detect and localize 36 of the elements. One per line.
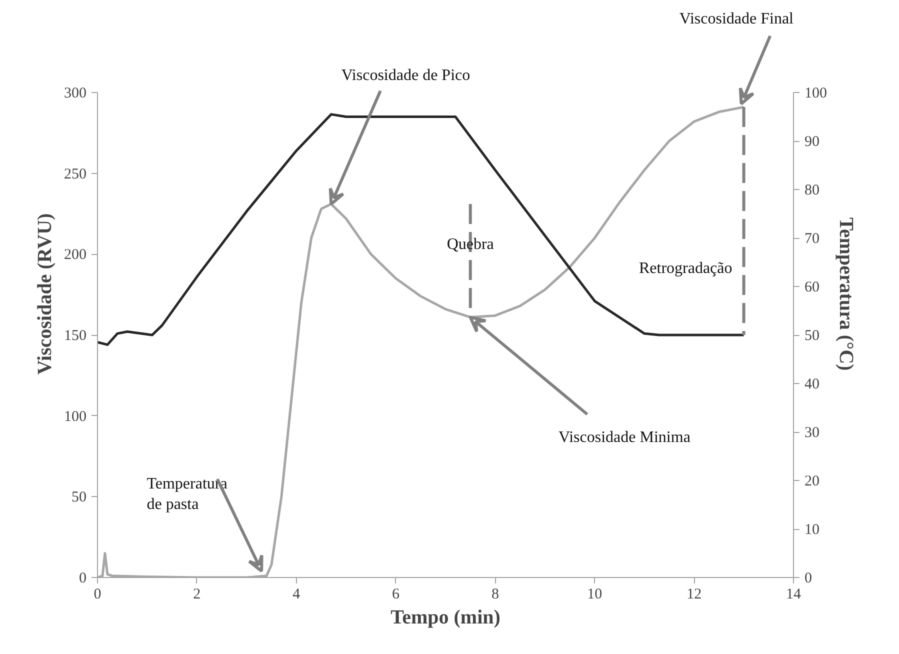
x-tick-label: 14 [786,586,802,602]
annotation: Temperatura de pasta [146,475,228,513]
y2-tick-label: 70 [804,231,820,247]
annotation: Viscosidade Final [679,10,794,28]
x-tick-label: 0 [94,586,102,602]
x-tick-label: 4 [292,586,301,602]
x-axis-title: Tempo (min) [390,606,500,628]
x-tick-label: 10 [587,586,602,602]
y2-tick-label: 30 [804,425,820,441]
y2-tick-label: 100 [804,86,827,102]
y-tick-label: 200 [64,247,86,264]
y-tick-label: 0 [79,570,86,586]
annotation: Viscosidade de Pico [341,66,470,84]
x-tick-label: 2 [193,586,201,602]
y2-tick-label: 20 [804,474,820,490]
x-tick-label: 8 [491,586,499,602]
line-series [98,113,746,346]
y2-tick-label: 10 [804,522,820,538]
annotation: Retrogradação [638,260,732,278]
y2-axis-title: Temperatura (°C) [835,217,857,371]
annotation: Quebra [446,236,494,253]
y2-tick-label: 50 [804,328,820,344]
y-tick-label: 50 [72,490,86,506]
y2-tick-label: 0 [804,570,812,586]
y2-tick-label: 40 [804,376,820,392]
y-axis-title: Viscosidade (RVU) [34,213,56,375]
annotation: Viscosidade Minima [558,428,690,446]
x-tick-label: 12 [686,586,702,602]
y2-tick-label: 90 [804,134,820,150]
y-tick-label: 100 [64,408,86,425]
y2-tick-label: 80 [804,182,820,198]
x-tick-label: 6 [392,586,400,602]
y-tick-label: 250 [64,166,86,182]
y2-tick-label: 60 [804,280,820,296]
y-tick-label: 300 [64,86,86,102]
y-tick-label: 150 [64,328,86,344]
